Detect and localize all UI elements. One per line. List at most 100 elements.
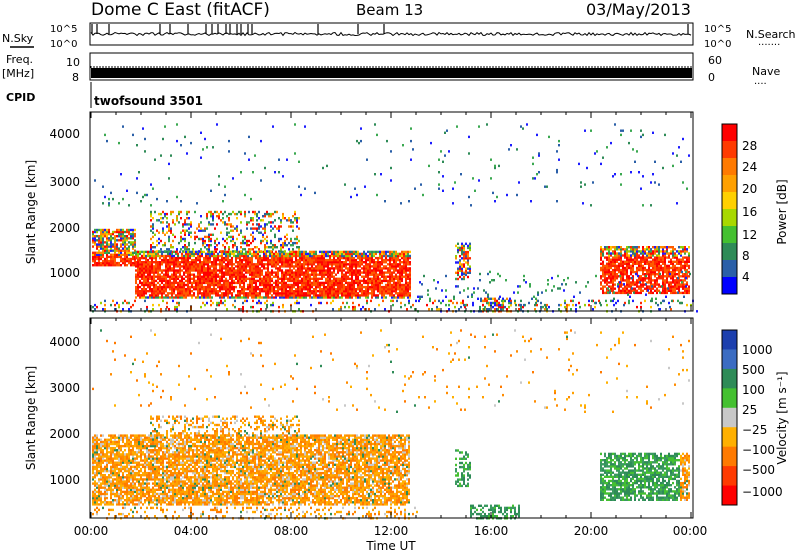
- heatmap-cell: [608, 252, 610, 255]
- heatmap-cell: [260, 241, 262, 245]
- heatmap-cell: [289, 277, 291, 280]
- heatmap-cell: [296, 301, 298, 305]
- heatmap-cell: [461, 267, 463, 270]
- heatmap-cell: [403, 271, 405, 274]
- heatmap-cell: [393, 263, 395, 266]
- heatmap-cell: [660, 264, 662, 268]
- heatmap-cell: [187, 273, 189, 276]
- heatmap-cell: [642, 250, 644, 253]
- heatmap-cell: [305, 254, 307, 258]
- heatmap-cell: [294, 301, 296, 305]
- heatmap-cell: [219, 258, 221, 262]
- heatmap-cell: [130, 251, 132, 254]
- heatmap-cell: [173, 256, 175, 260]
- heatmap-cell: [116, 243, 118, 246]
- heatmap-cell: [253, 290, 255, 293]
- heatmap-cell: [265, 281, 267, 285]
- heatmap-cell: [674, 248, 676, 251]
- heatmap-cell: [274, 233, 276, 236]
- heatmap-cell: [387, 269, 389, 272]
- heatmap-cell: [198, 229, 200, 232]
- heatmap-cell: [610, 258, 612, 261]
- heatmap-cell: [644, 262, 646, 265]
- heatmap-cell: [628, 277, 630, 280]
- heatmap-cell: [98, 228, 100, 232]
- heatmap-cell: [335, 273, 337, 276]
- heatmap-cell: [626, 256, 628, 259]
- heatmap-cell: [650, 275, 652, 278]
- heatmap-cell: [183, 290, 185, 293]
- heatmap-cell: [153, 267, 155, 270]
- heatmap-cell: [183, 285, 185, 289]
- heatmap-cell: [207, 265, 209, 268]
- heatmap-cell: [626, 264, 628, 268]
- heatmap-cell: [325, 296, 327, 299]
- heatmap-cell: [227, 294, 229, 297]
- heatmap-cell: [228, 223, 230, 226]
- heatmap-cell: [674, 268, 676, 272]
- heatmap-cell: [264, 246, 266, 249]
- heatmap-cell: [355, 261, 357, 264]
- heatmap-cell: [307, 271, 309, 274]
- heatmap-cell: [407, 288, 409, 291]
- heatmap-cell: [305, 273, 307, 276]
- heatmap-cell: [201, 269, 203, 272]
- heatmap-cell: [231, 285, 233, 289]
- heatmap-cell: [267, 281, 269, 285]
- heatmap-cell: [662, 275, 664, 278]
- heatmap-cell: [351, 269, 353, 272]
- heatmap-cell: [183, 265, 185, 268]
- heatmap-cell: [215, 279, 217, 283]
- heatmap-cell: [678, 287, 680, 290]
- heatmap-cell: [462, 301, 464, 305]
- heatmap-cell: [351, 256, 353, 260]
- heatmap-cell: [220, 299, 222, 303]
- heatmap-cell: [142, 195, 144, 199]
- heatmap-cell: [359, 294, 361, 297]
- heatmap-cell: [213, 292, 215, 295]
- heatmap-cell: [141, 294, 143, 297]
- heatmap-cell: [378, 303, 380, 307]
- heatmap-cell: [122, 228, 124, 232]
- heatmap-cell: [606, 277, 608, 280]
- heatmap-cell: [379, 252, 381, 256]
- heatmap-cell: [168, 308, 170, 311]
- heatmap-cell: [339, 296, 341, 299]
- heatmap-cell: [231, 296, 233, 299]
- heatmap-cell: [305, 258, 307, 262]
- heatmap-cell: [199, 296, 201, 299]
- heatmap-cell: [244, 212, 246, 216]
- heatmap-cell: [389, 267, 391, 270]
- heatmap-cell: [243, 296, 245, 299]
- heatmap-cell: [150, 212, 152, 216]
- heatmap-cell: [290, 219, 292, 222]
- heatmap-cell: [189, 261, 191, 264]
- heatmap-cell: [325, 288, 327, 291]
- heatmap-cell: [203, 265, 205, 268]
- heatmap-cell: [189, 273, 191, 276]
- heatmap-cell: [187, 263, 189, 266]
- heatmap-cell: [209, 254, 211, 258]
- heatmap-cell: [301, 273, 303, 276]
- heatmap-cell: [176, 301, 178, 305]
- heatmap-cell: [455, 277, 457, 281]
- heatmap-cell: [680, 254, 682, 257]
- heatmap-cell: [313, 250, 315, 254]
- heatmap-cell: [648, 260, 650, 263]
- heatmap-cell: [215, 250, 217, 254]
- heatmap-cell: [211, 292, 213, 295]
- heatmap-cell: [396, 299, 398, 303]
- heatmap-cell: [616, 260, 618, 263]
- heatmap-cell: [357, 271, 359, 274]
- heatmap-cell: [395, 256, 397, 260]
- heatmap-cell: [307, 283, 309, 287]
- heatmap-cell: [139, 273, 141, 276]
- heatmap-cell: [305, 288, 307, 291]
- heatmap-cell: [409, 261, 411, 264]
- heatmap-cell: [275, 290, 277, 293]
- heatmap-cell: [108, 251, 110, 254]
- heatmap-cell: [658, 254, 660, 257]
- heatmap-cell: [169, 281, 171, 285]
- heatmap-cell: [259, 290, 261, 293]
- heatmap-cell: [185, 275, 187, 278]
